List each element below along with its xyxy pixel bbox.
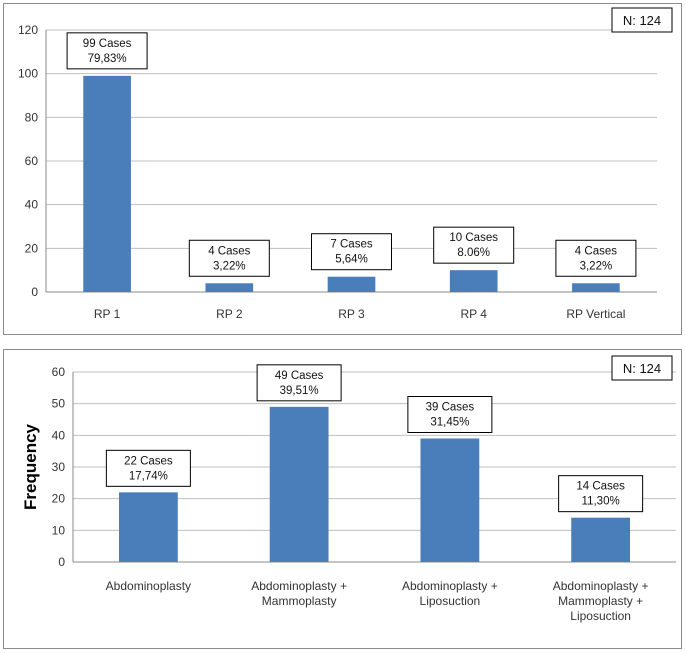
chart-panel-procedures: 0 10 20 30 40 50 60 Frequency Abdominoplasty 22 C…: [3, 349, 682, 649]
data-label-box: [66, 32, 148, 70]
data-label-percent: 79,83%: [88, 53, 127, 65]
y-tick-label: 0: [58, 555, 65, 569]
bar: [205, 283, 254, 292]
data-label-box: [558, 475, 644, 513]
n-label-box: [611, 7, 673, 33]
x-tick-label: Abdominoplasty + Mammoplasty + Liposuction: [553, 579, 649, 623]
rp-bar-chart: 0 20 40 60 80 100 120 RP 1 99 Cases 79,83% RP 2 4 C…: [18, 7, 673, 321]
data-label-box: [256, 364, 342, 402]
data-label-box: [311, 233, 392, 271]
x-tick-label: Abdominoplasty: [106, 579, 191, 593]
x-tick-label: RP 2: [216, 307, 243, 321]
n-label: N: 124: [623, 13, 661, 28]
y-tick-label: 60: [52, 365, 66, 379]
data-label-percent: 31,45%: [430, 417, 469, 429]
data-label-count: 49 Cases: [275, 370, 324, 382]
data-label-count: 4 Cases: [208, 245, 250, 257]
bar: [420, 438, 480, 562]
y-tick-label: 80: [25, 110, 39, 124]
data-label-percent: 17,74%: [129, 470, 168, 482]
y-tick-label: 40: [52, 428, 66, 442]
y-tick-label: 100: [18, 67, 38, 81]
data-label-count: 14 Cases: [576, 481, 625, 493]
x-tick-label: RP 1: [94, 307, 121, 321]
y-tick-label: 40: [25, 198, 39, 212]
bar: [327, 276, 376, 292]
data-label-percent: 11,30%: [582, 496, 620, 508]
data-label-count: 4 Cases: [575, 245, 617, 257]
bar: [118, 492, 178, 562]
data-label-percent: 39,51%: [280, 385, 319, 397]
y-tick-label: 10: [52, 523, 66, 537]
data-label-box: [407, 396, 493, 433]
y-tick-label: 60: [25, 154, 39, 168]
data-label-count: 22 Cases: [124, 455, 173, 467]
data-label-box: [188, 239, 270, 277]
chart-panel-rp: 0 20 40 60 80 100 120 RP 1 99 Cases 79,83% RP 2 4 C…: [3, 3, 682, 335]
y-tick-label: 120: [18, 23, 38, 37]
y-tick-label: 20: [52, 492, 66, 506]
data-label-percent: 3,22%: [213, 260, 246, 272]
y-tick-label: 0: [31, 285, 38, 299]
x-tick-label: RP Vertical: [566, 307, 625, 321]
data-label-count: 99 Cases: [83, 38, 132, 50]
n-label: N: 124: [623, 361, 661, 376]
data-label-box: [105, 449, 191, 487]
procedure-bar-chart: 0 10 20 30 40 50 60 Frequency Abdominoplasty 22 C…: [21, 355, 676, 623]
bar: [571, 517, 631, 562]
data-label-percent: 5,64%: [335, 254, 368, 266]
data-label-box: [433, 226, 515, 264]
x-tick-label: RP 3: [338, 307, 365, 321]
y-tick-label: 30: [52, 460, 66, 474]
n-label-box: [611, 355, 673, 381]
data-label-percent: 8.06%: [457, 247, 490, 259]
data-label-count: 10 Cases: [449, 232, 498, 244]
data-label-count: 39 Cases: [426, 402, 475, 414]
data-label-count: 7 Cases: [330, 239, 372, 251]
bar: [572, 283, 620, 292]
bar: [449, 270, 498, 292]
y-tick-label: 50: [52, 397, 66, 411]
y-tick-label: 20: [25, 241, 39, 255]
x-tick-label: Abdominoplasty + Mammoplasty: [251, 579, 347, 608]
x-tick-label: RP 4: [460, 307, 487, 321]
bar: [83, 75, 131, 292]
x-tick-label: Abdominoplasty + Liposuction: [402, 579, 498, 608]
y-axis-label: Frequency: [21, 423, 40, 510]
data-label-percent: 3,22%: [580, 260, 613, 272]
data-label-box: [555, 239, 637, 277]
bar: [269, 406, 329, 562]
